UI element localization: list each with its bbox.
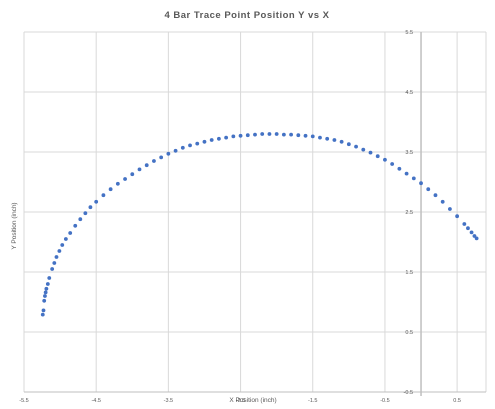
data-point	[466, 226, 470, 231]
data-point	[54, 255, 59, 259]
data-point	[144, 163, 149, 168]
data-point	[245, 133, 250, 138]
data-point	[83, 211, 88, 216]
data-point	[274, 132, 279, 136]
data-point	[152, 159, 156, 163]
data-point	[296, 133, 301, 138]
data-point	[411, 176, 416, 181]
x-tick-label: 0.5	[453, 398, 461, 404]
data-point	[137, 167, 142, 172]
x-tick-label: -0.5	[380, 398, 389, 404]
data-point	[123, 177, 127, 181]
data-point	[368, 150, 373, 155]
data-point	[68, 231, 73, 235]
data-point	[354, 144, 358, 149]
y-tick-label: 5.5	[405, 30, 413, 36]
data-point	[310, 134, 315, 139]
y-axis-title: Y Position (inch)	[11, 202, 18, 249]
data-point	[318, 135, 322, 140]
data-point	[94, 199, 99, 204]
data-point	[267, 132, 272, 136]
y-tick-label: 3.5	[405, 150, 413, 156]
data-point	[231, 134, 236, 139]
data-point	[57, 249, 62, 253]
data-point	[63, 237, 68, 241]
y-tick-label: 0.5	[405, 330, 413, 336]
data-point	[88, 205, 93, 210]
data-point	[130, 172, 135, 177]
data-point	[159, 155, 164, 160]
axis-layer	[24, 32, 486, 396]
data-point	[173, 148, 178, 153]
data-point	[101, 193, 106, 198]
data-point	[289, 132, 293, 137]
data-point	[209, 138, 214, 142]
data-point	[45, 282, 50, 286]
tick-labels: -5.5 -4.5 -3.5 -2.5 -1.5 -0.5 0.5 5.5 4.5 3.5 2.5 1…	[19, 30, 461, 404]
data-point	[42, 298, 47, 303]
data-point	[474, 236, 479, 241]
data-point	[78, 217, 83, 222]
data-point	[361, 147, 366, 152]
x-tick-label: -3.5	[164, 398, 173, 404]
data-point	[426, 187, 431, 192]
data-point	[202, 139, 207, 144]
x-tick-label: -1.5	[308, 398, 317, 404]
data-point	[52, 261, 57, 265]
data-point	[238, 133, 243, 138]
y-tick-label: -0.5	[404, 390, 413, 396]
data-point	[40, 312, 45, 317]
y-tick-label: 4.5	[405, 90, 413, 96]
data-point	[397, 166, 402, 171]
data-points	[40, 132, 479, 317]
x-tick-label: -2.5	[236, 398, 245, 404]
data-point	[281, 132, 286, 137]
data-point	[419, 181, 423, 186]
y-tick-label: 1.5	[405, 270, 413, 276]
data-point	[41, 308, 46, 313]
chart-title: 4 Bar Trace Point Position Y vs X	[164, 10, 329, 21]
data-point	[43, 290, 48, 295]
data-point	[332, 138, 337, 142]
data-point	[339, 139, 344, 144]
data-point	[166, 151, 171, 156]
data-point	[115, 181, 120, 186]
data-point	[188, 143, 192, 148]
data-point	[60, 243, 65, 247]
data-point	[325, 136, 330, 141]
data-point	[462, 222, 467, 226]
data-point	[260, 132, 265, 136]
grid-layer	[23, 31, 487, 393]
data-point	[180, 145, 185, 150]
data-point	[375, 154, 380, 159]
x-tick-label: -4.5	[91, 398, 100, 404]
y-tick-label: 2.5	[405, 210, 413, 216]
data-point	[455, 214, 460, 219]
data-point	[448, 207, 452, 211]
data-point	[433, 193, 438, 198]
data-point	[47, 276, 52, 280]
data-point	[383, 157, 387, 162]
data-point	[44, 286, 49, 291]
data-point	[195, 141, 200, 146]
data-point	[108, 187, 113, 192]
data-point	[303, 133, 308, 138]
data-point	[73, 223, 78, 228]
data-point	[253, 132, 257, 137]
x-axis-title: X Position (inch)	[229, 397, 276, 404]
data-point	[404, 171, 409, 176]
x-tick-label: -5.5	[19, 398, 28, 404]
data-point	[346, 142, 351, 147]
data-point	[43, 294, 47, 298]
data-point	[469, 230, 474, 235]
data-point	[217, 136, 221, 141]
data-point	[50, 267, 55, 271]
data-point	[440, 199, 445, 204]
data-point	[224, 135, 229, 140]
data-point	[390, 162, 395, 166]
